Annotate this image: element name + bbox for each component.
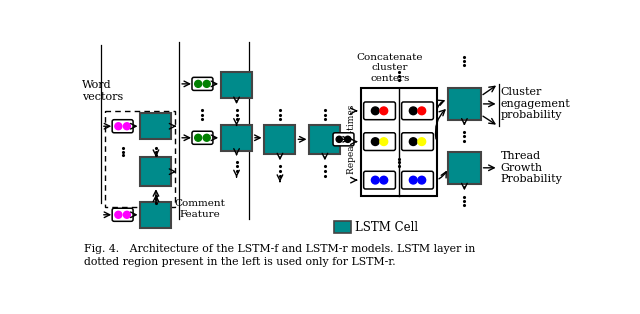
FancyBboxPatch shape [192, 131, 213, 144]
Bar [140, 113, 172, 139]
Text: LSTM Cell: LSTM Cell [355, 221, 419, 234]
FancyBboxPatch shape [333, 133, 354, 146]
Bar [360, 88, 436, 196]
Circle shape [195, 134, 202, 141]
Circle shape [124, 123, 131, 130]
Text: Concatenate
cluster
centers: Concatenate cluster centers [356, 53, 423, 83]
Circle shape [204, 134, 210, 141]
Circle shape [115, 211, 122, 218]
Text: Thread
Growth
Probability: Thread Growth Probability [501, 151, 563, 184]
Circle shape [410, 138, 417, 145]
Circle shape [371, 176, 379, 184]
Circle shape [418, 138, 426, 145]
Text: Repeat n-times: Repeat n-times [347, 105, 356, 174]
Circle shape [380, 107, 388, 115]
Text: Comment
Feature: Comment Feature [175, 199, 225, 219]
FancyBboxPatch shape [364, 171, 396, 189]
Bar [221, 125, 252, 151]
Bar [221, 72, 252, 98]
Circle shape [336, 136, 342, 143]
Text: Cluster
engagement
probability: Cluster engagement probability [501, 87, 571, 121]
Bar [140, 157, 172, 186]
Circle shape [410, 176, 417, 184]
Circle shape [418, 176, 426, 184]
Circle shape [124, 211, 131, 218]
Circle shape [371, 107, 379, 115]
Bar [140, 202, 172, 228]
FancyBboxPatch shape [364, 102, 396, 120]
FancyBboxPatch shape [402, 133, 433, 150]
Bar [334, 221, 351, 233]
Circle shape [345, 136, 351, 143]
FancyBboxPatch shape [402, 102, 433, 120]
Circle shape [115, 123, 122, 130]
FancyBboxPatch shape [402, 171, 433, 189]
Circle shape [380, 176, 388, 184]
Text: Word
vectors: Word vectors [83, 80, 124, 102]
Circle shape [418, 107, 426, 115]
Circle shape [380, 138, 388, 145]
FancyBboxPatch shape [112, 208, 133, 221]
FancyBboxPatch shape [112, 120, 133, 133]
Bar [264, 125, 296, 154]
Bar [309, 125, 340, 154]
Bar [448, 152, 481, 184]
Bar [448, 88, 481, 120]
FancyBboxPatch shape [364, 133, 396, 150]
Circle shape [371, 138, 379, 145]
Circle shape [195, 80, 202, 87]
Circle shape [410, 107, 417, 115]
FancyBboxPatch shape [192, 77, 213, 90]
Circle shape [204, 80, 210, 87]
Text: Fig. 4.   Architecture of the LSTM-f and LSTM-r models. LSTM layer in
dotted reg: Fig. 4. Architecture of the LSTM-f and L… [84, 244, 475, 267]
